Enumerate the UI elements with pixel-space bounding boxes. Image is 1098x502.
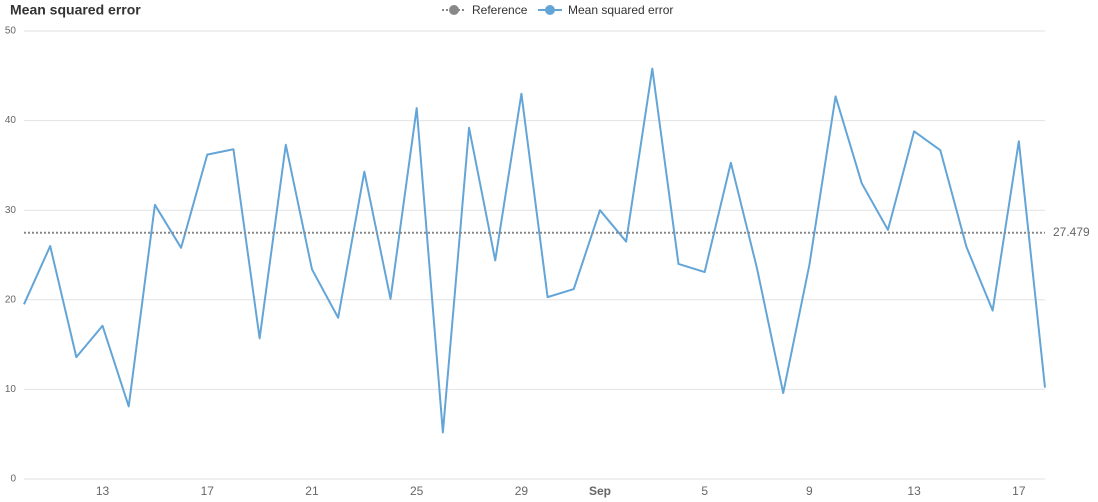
y-tick-label: 20 (5, 294, 17, 305)
data-line (23, 67, 1046, 434)
x-tick-label: 17 (1012, 484, 1026, 498)
x-tick-label: 17 (201, 484, 215, 498)
x-tick-label: 9 (806, 484, 813, 498)
x-tick-label: 21 (305, 484, 319, 498)
chart-title: Mean squared error (10, 2, 141, 18)
legend-marker (545, 5, 555, 15)
x-tick-label: 25 (410, 484, 424, 498)
y-tick-label: 0 (10, 474, 16, 485)
legend-marker (449, 5, 459, 15)
y-tick-label: 10 (5, 384, 17, 395)
y-tick-label: 40 (5, 115, 17, 126)
x-tick-label: Sep (589, 484, 611, 498)
x-tick-label: 5 (701, 484, 708, 498)
x-tick-label: 13 (907, 484, 921, 498)
x-tick-label: 29 (515, 484, 529, 498)
y-tick-label: 30 (5, 205, 17, 216)
y-tick-label: 50 (5, 26, 17, 37)
legend-label[interactable]: Reference (472, 3, 528, 17)
reference-label: 27.479 (1053, 225, 1090, 239)
legend-label[interactable]: Mean squared error (568, 3, 673, 17)
x-tick-label: 13 (96, 484, 110, 498)
